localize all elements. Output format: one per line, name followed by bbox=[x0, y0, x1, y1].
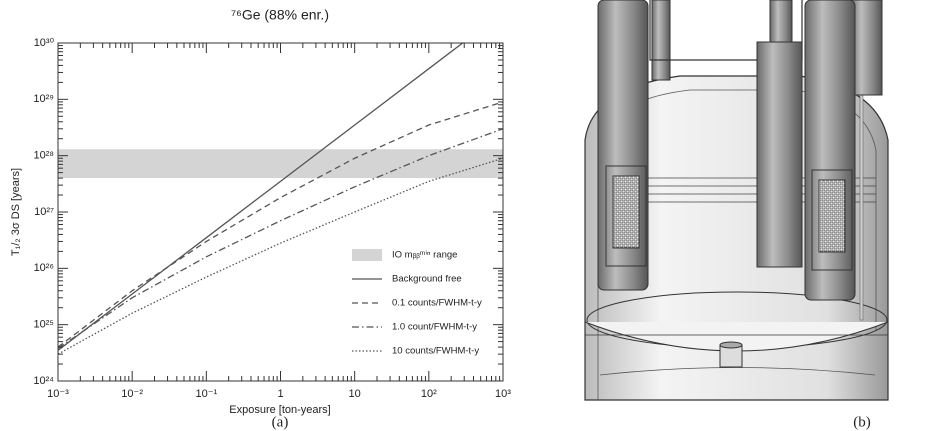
legend-label: 0.1 counts/FWHM-t-y bbox=[392, 298, 482, 309]
y-tick-label: 10³⁰ bbox=[34, 37, 55, 49]
x-axis-label: Exposure [ton-years] bbox=[229, 404, 331, 416]
legend-swatch bbox=[352, 249, 382, 261]
legend-label: 1.0 count/FWHM-t-y bbox=[392, 322, 477, 333]
series-line bbox=[58, 43, 464, 351]
legend-label: IO mᵦᵦᵐⁱⁿ range bbox=[392, 250, 457, 261]
y-tick-label: 10²⁶ bbox=[34, 262, 54, 274]
y-tick-label: 10²⁴ bbox=[33, 375, 54, 387]
caption: (a) bbox=[272, 414, 289, 430]
cryostat-render bbox=[584, 0, 889, 401]
y-axis-label: T₁/₂ 3σ DS [years] bbox=[10, 168, 22, 256]
series-line bbox=[58, 128, 503, 349]
x-tick-label: 1 bbox=[277, 388, 283, 400]
chart-title: ⁷⁶Ge (88% enr.) bbox=[231, 7, 329, 23]
legend-label: Background free bbox=[392, 274, 462, 285]
plot-clip bbox=[58, 43, 503, 355]
x-tick-label: 10⁻² bbox=[121, 388, 143, 400]
caption: (b) bbox=[853, 414, 871, 430]
plot-area: 10⁻³ 10⁻² 10⁻¹ 1 10 10² 10³ 10²⁴ 10²⁵ 10²⁶ 10²⁷ 10²… bbox=[33, 37, 511, 400]
legend-label: 10 counts/FWHM-t-y bbox=[392, 346, 479, 357]
x-tick-label: 10³ bbox=[495, 388, 511, 400]
x-tick-label: 10⁻³ bbox=[47, 388, 69, 400]
y-tick-label: 10²⁸ bbox=[33, 150, 54, 162]
y-tick-label: 10²⁷ bbox=[34, 206, 54, 218]
y-tick-label: 10²⁹ bbox=[33, 93, 54, 105]
series-line bbox=[58, 157, 503, 355]
series-line bbox=[58, 101, 503, 348]
x-tick-label: 10⁻¹ bbox=[195, 388, 217, 400]
y-tick-label: 10²⁵ bbox=[34, 319, 54, 331]
band bbox=[58, 149, 503, 179]
x-tick-label: 10 bbox=[349, 388, 361, 400]
x-tick-label: 10² bbox=[421, 388, 437, 400]
